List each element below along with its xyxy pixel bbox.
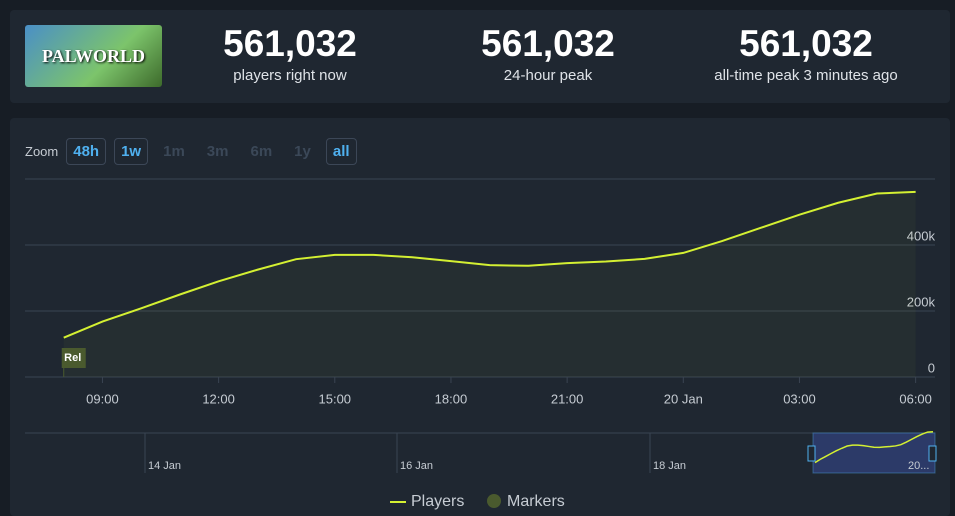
- marker-box: [61, 348, 86, 368]
- line: [63, 190, 916, 339]
- zoom-button[interactable]: 1w: [114, 138, 149, 165]
- navigator-label: 20...: [908, 460, 929, 472]
- stat-label: all-time peak 3 minutes ago: [714, 67, 898, 84]
- x-tick-label: 20 Jan: [664, 391, 703, 406]
- zoom-button[interactable]: 3m: [206, 143, 229, 160]
- navigator-line: [814, 430, 934, 464]
- stat-value: 561,032: [739, 23, 873, 64]
- header-panel: [10, 10, 950, 103]
- navigator-label: 18 Jan: [653, 460, 686, 472]
- legend-label: Players: [411, 493, 464, 510]
- y-tick-label: 400k: [907, 228, 936, 243]
- navigator-handle[interactable]: [807, 445, 816, 462]
- zoom-button[interactable]: all: [325, 138, 357, 165]
- x-tick-label: 15:00: [319, 391, 352, 406]
- stat-value: 561,032: [481, 23, 615, 64]
- zoom-label: Zoom: [25, 144, 59, 159]
- y-tick-label: 200k: [907, 294, 936, 309]
- x-tick-label: 03:00: [783, 391, 816, 406]
- x-tick-label: 21:00: [551, 391, 584, 406]
- stat: 561,032 players right now: [170, 23, 410, 85]
- stat-value: 561,032: [223, 23, 357, 64]
- stat-label: players right now: [233, 67, 347, 84]
- zoom-button[interactable]: 48h: [66, 138, 107, 165]
- x-tick-label: 09:00: [86, 391, 119, 406]
- stat: 561,032 24-hour peak: [428, 23, 668, 85]
- zoom-button[interactable]: 1y: [294, 143, 311, 160]
- navigator-label: 14 Jan: [148, 460, 181, 472]
- stat: 561,032 all-time peak 3 minutes ago: [686, 23, 926, 85]
- legend-label: Markers: [507, 493, 565, 510]
- navigator-label: 16 Jan: [400, 460, 433, 472]
- stat-label: 24-hour peak: [503, 67, 593, 84]
- zoom-button[interactable]: 6m: [250, 143, 273, 160]
- legend-swatch[interactable]: [487, 494, 501, 508]
- marker-label: Rel: [64, 352, 81, 364]
- x-tick-label: 18:00: [435, 391, 468, 406]
- navigator-handle[interactable]: [928, 445, 937, 462]
- x-tick-label: 06:00: [899, 391, 932, 406]
- x-tick-label: 12:00: [202, 391, 235, 406]
- y-tick-label: 0: [928, 360, 935, 375]
- zoom-button[interactable]: 1m: [163, 143, 185, 160]
- area: [63, 191, 916, 377]
- game-logo[interactable]: PALWORLD: [25, 25, 162, 87]
- chart-panel: [10, 118, 950, 516]
- zoom-bar: Zoom 48h 1w 1m 3m 6m 1y all: [25, 138, 357, 165]
